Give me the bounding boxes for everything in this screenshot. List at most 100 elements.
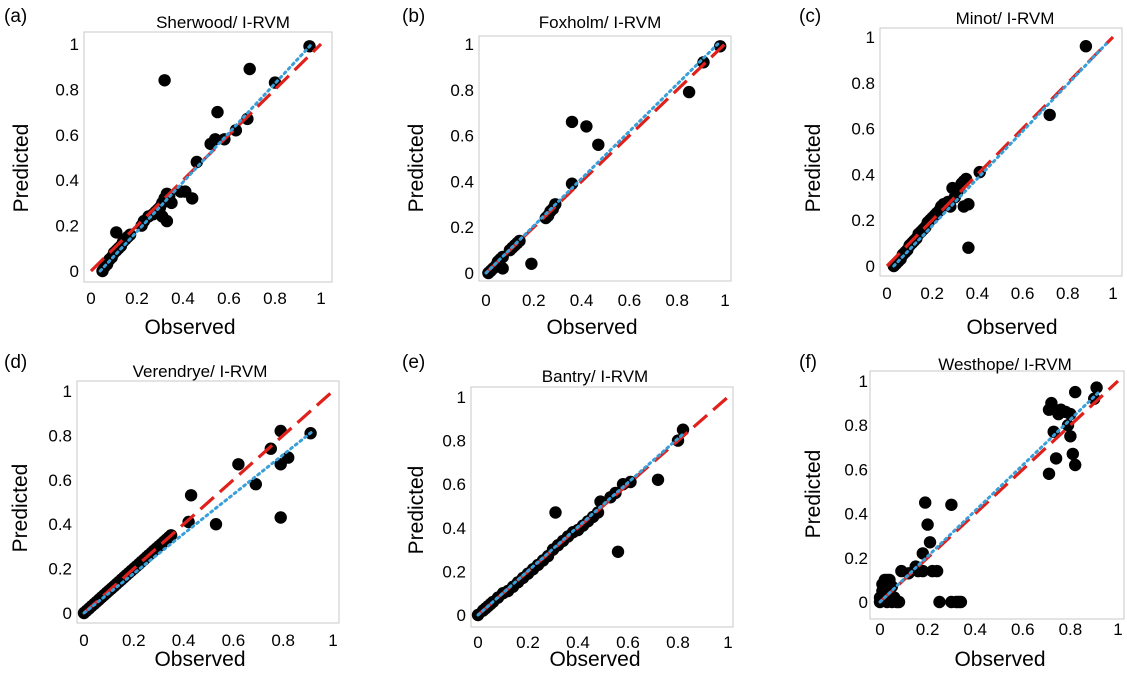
data-point [249,478,262,491]
y-tick-label: 0.2 [450,218,474,237]
x-axis-title: Observed [549,648,640,671]
y-tick-label: 1 [457,388,466,407]
x-tick-label: 0.4 [570,291,594,310]
data-point [957,200,970,213]
x-tick-label: 0.6 [222,631,246,650]
x-tick-label: 0 [473,633,482,652]
data-point [110,226,123,239]
trend-line [98,42,314,273]
data-point [232,458,245,471]
y-tick-label: 1 [63,382,72,401]
data-point [885,595,899,609]
data-point [496,262,509,275]
data-point [611,545,625,558]
x-tick-label: 0.4 [172,631,196,650]
trend-line [82,429,315,615]
data-point [1090,381,1103,394]
x-tick-label: 0.8 [666,633,690,652]
trend-line [484,42,720,275]
panel-d: (d) Verendrye/ I-RVM 0 0.2 0.4 0.6 0.8 1 0 0.2 0.4… [4,352,340,671]
x-tick-label: 0.8 [1059,620,1083,639]
chart-title: Verendrye/ I-RVM [133,362,268,381]
data-point [1079,40,1093,53]
data-point [1043,108,1056,122]
plot-frame [869,370,1125,620]
data-point [916,564,929,578]
y-tick-label: 1 [465,35,474,54]
data-point [962,241,975,254]
chart-title: Sherwood/ I-RVM [156,13,290,32]
x-axis-title: Observed [546,316,637,339]
data-point [1042,467,1056,480]
x-tick-label: 0.6 [217,289,241,308]
chart-title: Minot/ I-RVM [956,9,1055,28]
x-tick-label: 0.6 [616,633,640,652]
data-point [1045,396,1058,410]
trend-line [892,42,1108,268]
data-point [565,177,579,190]
x-axis-title: Observed [154,648,245,671]
panel-a: (a) Sherwood/ I-RVM 0 0.2 0.4 0.6 0.8 1 0 0.2 0.4 0… [4,6,333,339]
data-point [209,518,223,531]
chart-title: Bantry/ I-RVM [542,367,648,386]
x-tick-label: 1 [723,633,732,652]
panel-b: (b) Foxholm/ I-RVM 0 0.2 0.4 0.6 0.8 1 0 0.2 0.4 0.… [402,6,732,339]
data-point [945,498,958,511]
y-tick-label: 0 [457,606,466,625]
panel-f: (f) Westhope/ I-RVM 0 0.2 0.4 0.6 0.8 1 0 0.2 0.4 0… [799,352,1125,671]
chart-title: Westhope/ I-RVM [938,355,1072,374]
y-tick-label: 0.8 [48,426,72,445]
y-tick-label: 0.8 [844,416,868,435]
y-tick-label: 0.4 [48,515,72,534]
data-point [243,62,256,76]
x-tick-label: 1 [328,631,337,650]
data-point [921,518,934,531]
y-tick-label: 0.2 [48,560,72,579]
y-axis-title: Predicted [405,124,428,213]
x-tick-label: 1 [1113,620,1122,639]
data-point [651,473,665,486]
y-tick-label: 0.4 [844,505,868,524]
chart-title: Foxholm/ I-RVM [539,13,662,32]
y-tick-label: 1 [70,35,79,54]
data-point [1047,425,1060,438]
x-tick-label: 0.4 [963,620,987,639]
y-axis-title: Predicted [10,124,33,213]
x-tick-label: 0.8 [263,289,287,308]
y-tick-label: 0 [465,264,474,283]
x-tick-label: 0.4 [966,284,990,303]
x-tick-label: 0.6 [618,291,642,310]
data-point [123,228,137,241]
data-point [184,489,198,502]
panel-e: (e) Bantry/ I-RVM 0 0.2 0.4 0.6 0.8 1 0 0.2 0.4 0.6… [402,352,734,671]
y-tick-label: 0 [859,593,868,612]
plot-frame [470,386,734,628]
x-tick-label: 1 [720,291,729,310]
x-axis-title: Observed [144,316,235,339]
y-tick-label: 0.6 [851,120,875,139]
x-tick-label: 0.4 [171,289,195,308]
plot-frame [478,35,732,282]
data-point [580,120,593,133]
y-tick-label: 1 [866,28,875,47]
y-tick-label: 0.2 [851,211,875,230]
x-tick-label: 0.2 [516,633,540,652]
trend-line [476,432,685,617]
data-point [1069,458,1082,472]
data-point [160,214,174,228]
x-tick-label: 0.2 [920,284,944,303]
data-point [916,547,929,560]
x-tick-label: 0.2 [125,289,149,308]
panel-label: (e) [402,352,425,373]
y-tick-label: 0.4 [851,165,875,184]
y-tick-label: 0.2 [844,549,868,568]
data-point [682,85,696,99]
y-axis-title: Predicted [802,450,825,539]
data-point [211,105,224,119]
data-point [186,192,199,205]
data-point [1069,385,1082,399]
y-tick-label: 0.6 [450,127,474,146]
trend-line [878,390,1101,604]
y-tick-label: 0.4 [442,519,466,538]
